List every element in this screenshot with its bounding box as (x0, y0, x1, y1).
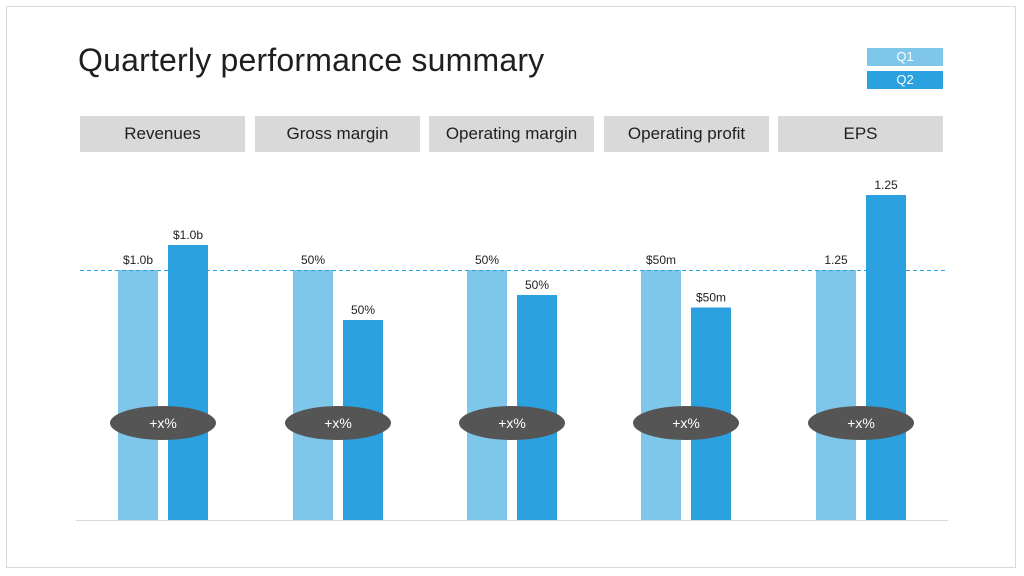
data-label-q1-gross-margin: 50% (301, 253, 325, 267)
data-label-q1-revenues: $1.0b (123, 253, 153, 267)
data-label-q2-revenues: $1.0b (173, 228, 203, 242)
data-label-q1-operating-profit: $50m (646, 253, 676, 267)
change-badge-label-eps: +x% (847, 415, 875, 431)
header-operating-margin: Operating margin (429, 116, 594, 152)
header-revenues: Revenues (80, 116, 245, 152)
data-label-q2-operating-profit: $50m (696, 291, 726, 305)
bar-q1-operating-margin (467, 270, 507, 520)
change-badge-label-revenues: +x% (149, 415, 177, 431)
change-badge-operating-profit (633, 406, 739, 440)
page-title: Quarterly performance summary (78, 42, 545, 78)
bar-q1-eps (816, 270, 856, 520)
bar-q1-operating-profit (641, 270, 681, 520)
change-badge-eps (808, 406, 914, 440)
legend-q1: Q1 (867, 48, 943, 66)
change-badge-operating-margin (459, 406, 565, 440)
bar-q1-gross-margin (293, 270, 333, 520)
header-eps: EPS (778, 116, 943, 152)
data-label-q2-eps: 1.25 (874, 178, 898, 192)
header-operating-profit: Operating profit (604, 116, 769, 152)
bar-q1-revenues (118, 270, 158, 520)
change-badge-label-operating-margin: +x% (498, 415, 526, 431)
change-badge-revenues (110, 406, 216, 440)
change-badge-label-gross-margin: +x% (324, 415, 352, 431)
data-label-q1-eps: 1.25 (824, 253, 848, 267)
data-label-q1-operating-margin: 50% (475, 253, 499, 267)
data-label-q2-gross-margin: 50% (351, 303, 375, 317)
bar-q2-eps (866, 195, 906, 520)
header-gross-margin: Gross margin (255, 116, 420, 152)
bar-q2-revenues (168, 245, 208, 520)
change-badge-label-operating-profit: +x% (672, 415, 700, 431)
legend-q2: Q2 (867, 71, 943, 89)
data-label-q2-operating-margin: 50% (525, 278, 549, 292)
change-badge-gross-margin (285, 406, 391, 440)
